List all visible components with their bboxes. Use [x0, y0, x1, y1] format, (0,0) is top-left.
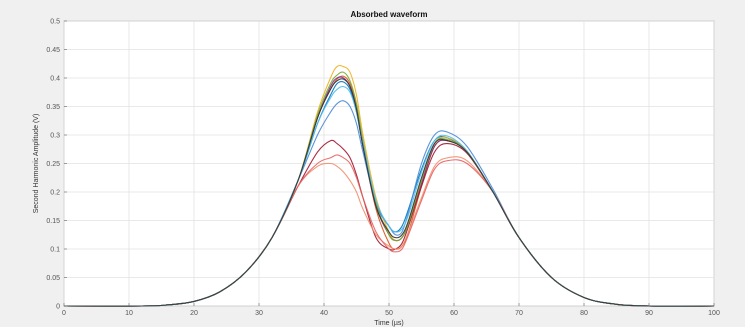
- y-tick-label: 0.1: [50, 247, 60, 254]
- x-tick-label: 100: [708, 310, 720, 317]
- x-tick-label: 80: [580, 310, 588, 317]
- grid-layer: [63, 20, 715, 307]
- x-tick-label: 40: [320, 310, 328, 317]
- y-tick-label: 0.4: [50, 76, 60, 83]
- x-tick-label: 30: [255, 310, 263, 317]
- x-tick-label: 60: [450, 310, 458, 317]
- y-axis-label: Second Harmonic Amplitude (V): [33, 114, 40, 214]
- y-tick-label: 0.15: [46, 218, 60, 225]
- series-layer: [63, 64, 715, 307]
- tick-layer: 0 10 20 30 40 50 60 70 80 90 100 0 0.05 0.1 0.15 0.2 0.2…: [46, 19, 720, 318]
- x-tick-label: 50: [385, 310, 393, 317]
- x-tick-label: 10: [125, 310, 133, 317]
- x-tick-label: 0: [62, 310, 66, 317]
- series-line-11: [63, 78, 715, 307]
- x-tick-label: 20: [190, 310, 198, 317]
- y-tick-label: 0: [56, 304, 60, 311]
- x-tick-label: 90: [645, 310, 653, 317]
- y-tick-label: 0.05: [46, 275, 60, 282]
- chart-title: Absorbed waveform: [351, 10, 428, 19]
- y-tick-label: 0.45: [46, 47, 60, 54]
- x-tick-label: 70: [515, 310, 523, 317]
- y-tick-label: 0.35: [46, 104, 60, 111]
- y-tick-label: 0.3: [50, 133, 60, 140]
- y-tick-label: 0.2: [50, 190, 60, 197]
- y-tick-label: 0.25: [46, 161, 60, 168]
- y-tick-label: 0.5: [50, 19, 60, 26]
- x-axis-label: Time (µs): [374, 320, 403, 327]
